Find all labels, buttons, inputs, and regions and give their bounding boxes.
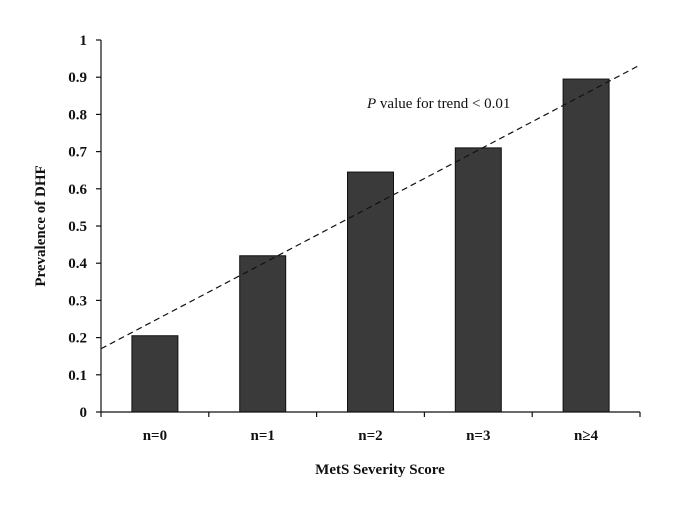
- trend-annotation: P value for trend < 0.01: [366, 96, 510, 112]
- y-tick-label: 0.6: [68, 182, 87, 198]
- y-tick-label: 0: [80, 405, 88, 421]
- y-axis-ticks: 0 0.1 0.2 0.3 0.4 0.5 0.6 0.7 0.8 0.9 1: [68, 33, 101, 421]
- y-tick-label: 0.5: [68, 219, 87, 235]
- y-tick-label: 0.4: [68, 256, 87, 272]
- trend-annotation-text: value for trend < 0.01: [376, 96, 510, 112]
- y-tick-label: 1: [80, 33, 88, 49]
- bar: [347, 171, 394, 413]
- x-axis-ticks: n=0 n=1 n=2 n=3 n≥4: [100, 412, 641, 444]
- x-tick-label: n=2: [358, 428, 382, 444]
- x-axis-title: MetS Severity Score: [315, 462, 445, 478]
- x-tick-label: n=3: [466, 428, 490, 444]
- y-tick-label: 0.1: [68, 368, 87, 384]
- bar: [454, 147, 502, 413]
- y-tick-label: 0.2: [68, 331, 87, 347]
- y-tick-label: 0.9: [68, 70, 87, 86]
- bar: [239, 255, 287, 413]
- y-axis-title: Prevalence of DHF: [33, 165, 49, 286]
- bar: [131, 335, 179, 413]
- y-tick-label: 0.7: [68, 145, 87, 161]
- trend-line: [100, 65, 639, 350]
- y-tick-label: 0.3: [68, 293, 87, 309]
- y-tick-label: 0.8: [68, 107, 87, 123]
- bar: [562, 78, 610, 413]
- bars: [131, 78, 610, 413]
- x-tick-label: n=1: [251, 428, 275, 444]
- trend-annotation-p: P: [366, 96, 376, 112]
- x-tick-label: n=0: [143, 428, 167, 444]
- x-tick-label: n≥4: [574, 428, 599, 444]
